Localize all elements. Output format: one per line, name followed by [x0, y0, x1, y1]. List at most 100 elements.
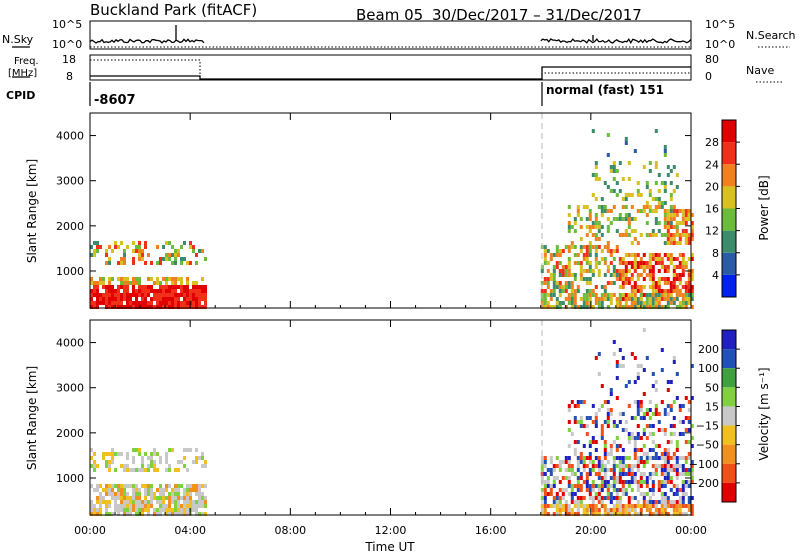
range-gate-cell [162, 297, 165, 301]
range-gate-cell [204, 257, 207, 261]
range-gate-cell [561, 265, 565, 269]
range-gate-cell [198, 289, 201, 293]
range-gate-cell [201, 492, 204, 496]
range-gate-cell [111, 305, 114, 309]
range-gate-cell [555, 492, 559, 496]
range-gate-cell [612, 340, 616, 344]
range-gate-cell [681, 261, 685, 265]
range-gate-cell [591, 460, 595, 464]
range-gate-cell [621, 464, 625, 468]
range-gate-cell [675, 229, 679, 233]
range-gate-cell [594, 508, 598, 512]
range-gate-cell [678, 273, 682, 277]
range-gate-cell [573, 504, 577, 508]
range-gate-cell [633, 149, 637, 153]
range-gate-cell [639, 448, 643, 452]
range-gate-cell [678, 504, 682, 508]
range-gate-cell [642, 472, 646, 476]
range-gate-cell [666, 293, 670, 297]
range-gate-cell [546, 484, 550, 488]
range-gate-cell [642, 428, 646, 432]
range-gate-cell [618, 305, 622, 309]
range-gate-cell [564, 305, 568, 309]
range-gate-cell [165, 496, 168, 500]
range-gate-cell [141, 305, 144, 309]
range-gate-cell [153, 496, 156, 500]
range-gate-cell [600, 436, 604, 440]
range-gate-cell [672, 452, 676, 456]
range-gate-cell [615, 496, 619, 500]
range-gate-cell [603, 181, 607, 185]
range-gate-cell [183, 492, 186, 496]
range-gate-cell [666, 480, 670, 484]
range-gate-cell [90, 253, 93, 257]
range-gate-cell [129, 512, 132, 516]
range-gate-cell [651, 301, 655, 305]
range-gate-cell [618, 488, 622, 492]
range-gate-cell [657, 444, 661, 448]
range-gate-cell [666, 233, 670, 237]
range-gate-cell [144, 508, 147, 512]
range-gate-cell [102, 301, 105, 305]
range-gate-cell [609, 293, 613, 297]
range-gate-cell [675, 265, 679, 269]
range-gate-cell [588, 277, 592, 281]
range-gate-cell [627, 404, 631, 408]
range-gate-cell [174, 297, 177, 301]
range-gate-cell [552, 265, 556, 269]
range-gate-cell [180, 277, 183, 281]
range-gate-cell [669, 225, 673, 229]
range-gate-cell [549, 472, 553, 476]
range-gate-cell [582, 424, 586, 428]
range-gate-cell [570, 500, 574, 504]
range-gate-cell [123, 277, 126, 281]
range-gate-cell [135, 281, 138, 285]
range-gate-cell [615, 305, 619, 309]
range-gate-cell [645, 293, 649, 297]
range-gate-cell [618, 189, 622, 193]
range-gate-cell [612, 476, 616, 480]
range-gate-cell [618, 444, 622, 448]
range-gate-cell [174, 249, 177, 253]
range-gate-cell [579, 456, 583, 460]
range-gate-cell [585, 217, 589, 221]
range-gate-cell [168, 285, 171, 289]
range-gate-cell [108, 297, 111, 301]
range-gate-cell [687, 408, 691, 412]
range-gate-cell [177, 508, 180, 512]
colorbar-segment [722, 164, 736, 187]
range-gate-cell [576, 512, 580, 516]
range-gate-cell [633, 217, 637, 221]
range-gate-cell [630, 436, 634, 440]
range-gate-cell [651, 504, 655, 508]
range-gate-cell [636, 372, 640, 376]
range-gate-cell [585, 424, 589, 428]
range-gate-cell [135, 512, 138, 516]
range-gate-cell [195, 289, 198, 293]
range-gate-cell [168, 253, 171, 257]
range-gate-cell [108, 464, 111, 468]
range-gate-cell [603, 273, 607, 277]
range-gate-cell [636, 448, 640, 452]
range-gate-cell [180, 484, 183, 488]
range-gate-cell [198, 305, 201, 309]
range-gate-cell [120, 504, 123, 508]
range-gate-cell [582, 504, 586, 508]
range-gate-cell [123, 508, 126, 512]
range-gate-cell [573, 245, 577, 249]
range-gate-cell [174, 468, 177, 472]
range-gate-cell [663, 412, 667, 416]
range-gate-cell [600, 404, 604, 408]
range-gate-cell [591, 508, 595, 512]
range-gate-cell [627, 464, 631, 468]
range-gate-cell [183, 512, 186, 516]
range-gate-cell [165, 289, 168, 293]
range-gate-cell [90, 448, 93, 452]
range-gate-cell [624, 492, 628, 496]
range-gate-cell [657, 289, 661, 293]
range-gate-cell [666, 225, 670, 229]
range-gate-cell [654, 305, 658, 309]
range-gate-cell [177, 285, 180, 289]
range-gate-cell [168, 468, 171, 472]
range-gate-cell [591, 233, 595, 237]
